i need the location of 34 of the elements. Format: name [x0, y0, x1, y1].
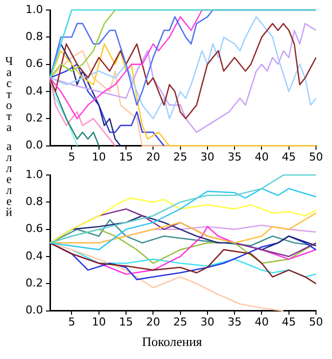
x-tick-label: 15 [119, 150, 133, 164]
x-tick-label: 30 [200, 315, 214, 328]
x-tick-label: 20 [146, 150, 160, 164]
y-tick-label: 0.8 [26, 195, 43, 208]
y-tick-label: 0.6 [26, 57, 43, 70]
y-tick-label: 1.0 [26, 2, 43, 16]
x-tick-label: 5 [68, 150, 76, 164]
y-tick-label: 0.4 [26, 84, 43, 98]
y-tick-label: 0.8 [26, 30, 43, 44]
x-tick-label: 15 [119, 315, 133, 328]
x-tick-label: 25 [173, 150, 188, 164]
y-tick-label: 0.4 [26, 249, 43, 262]
y-tick-label: 0.6 [26, 222, 43, 236]
x-tick-label: 50 [309, 315, 323, 328]
x-tick-label: 5 [68, 315, 76, 328]
y-tick-label: 1.0 [26, 168, 43, 181]
x-tick-label: 25 [173, 315, 188, 328]
x-tick-label: 40 [254, 150, 269, 164]
y-tick-label: 0.0 [26, 138, 43, 152]
y-tick-label: 0.2 [26, 276, 43, 290]
x-tick-label: 35 [228, 315, 242, 328]
x-tick-label: 40 [254, 315, 269, 328]
text: Частота аллелей [5, 54, 13, 219]
x-tick-label: 45 [282, 315, 296, 328]
x-tick-label: 35 [228, 150, 242, 164]
x-axis-title: Поколения [140, 334, 204, 350]
x-tick-label: 10 [92, 150, 106, 164]
y-tick-label: 0.0 [26, 304, 43, 317]
y-tick-label: 0.2 [26, 112, 43, 124]
x-tick-label: 30 [200, 150, 214, 164]
x-tick-label: 50 [309, 150, 323, 164]
x-tick-label: 20 [146, 315, 160, 328]
x-tick-label: 45 [282, 150, 296, 164]
x-tick-label: 10 [92, 315, 106, 328]
